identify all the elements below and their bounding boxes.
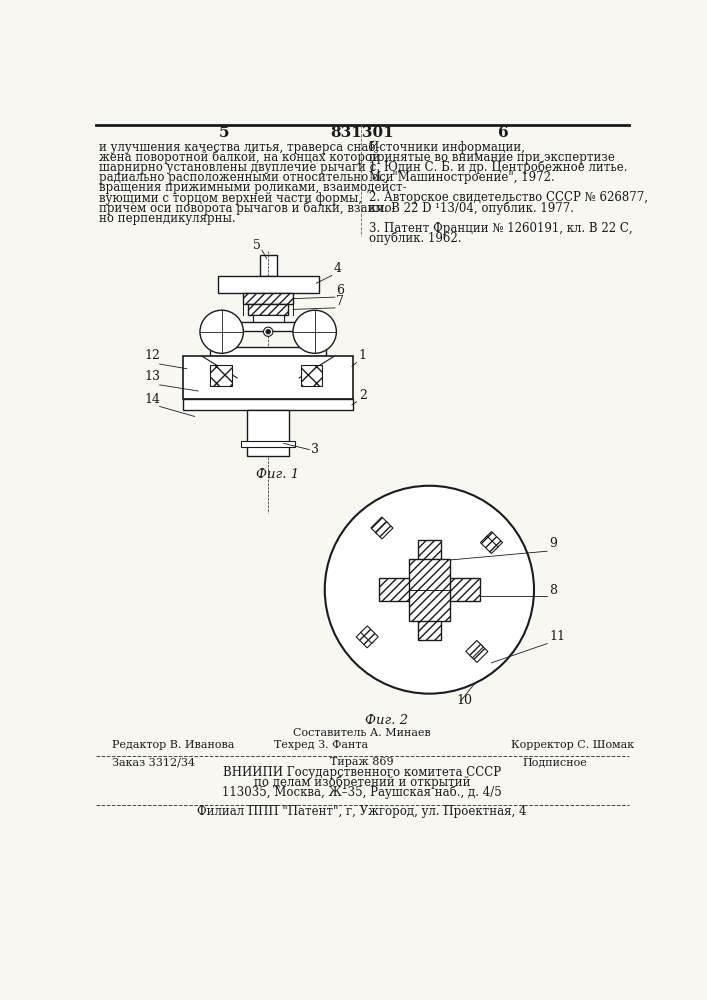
Text: 7: 7 [337, 295, 344, 308]
Text: Редактор В. Иванова: Редактор В. Иванова [112, 740, 234, 750]
Bar [210, 347, 327, 356]
Text: радиально расположенными относительно оси: радиально расположенными относительно ос… [99, 171, 394, 184]
Bar [183, 356, 354, 399]
Text: Заказ 3312/34: Заказ 3312/34 [112, 757, 194, 767]
Bar [356, 630, 374, 648]
Text: 13: 13 [144, 370, 160, 383]
Bar [183, 399, 354, 410]
Text: 12: 12 [144, 349, 160, 362]
Text: Филиал ППП "Патент", г, Ужгород, ул. Проектная, 4: Филиал ППП "Патент", г, Ужгород, ул. Про… [197, 805, 527, 818]
Text: 1. Юдин С. Б. и др. Центробежное литье.: 1. Юдин С. Б. и др. Центробежное литье. [369, 160, 627, 174]
Text: жена поворотной балкой, на концах которой: жена поворотной балкой, на концах которо… [99, 150, 380, 164]
Text: 831301: 831301 [330, 126, 394, 140]
Text: Фиг. 2: Фиг. 2 [366, 714, 409, 727]
Text: причем оси поворота рычагов и балки, взаимо-: причем оси поворота рычагов и балки, вза… [99, 201, 396, 215]
Text: М., "Машиностроение", 1972.: М., "Машиностроение", 1972. [369, 171, 555, 184]
Bar [470, 645, 488, 662]
Bar [379, 578, 480, 601]
Bar [466, 640, 484, 658]
Bar [375, 522, 393, 539]
Text: 9: 9 [549, 537, 557, 550]
Bar [300, 365, 322, 386]
Text: и улучшения качества литья, траверса снаб-: и улучшения качества литья, траверса сна… [99, 140, 380, 154]
Text: 8: 8 [549, 584, 558, 597]
Text: Источники информации,: Источники информации, [369, 141, 525, 154]
Bar [243, 293, 293, 304]
Text: 5: 5 [218, 126, 229, 140]
Text: принятые во внимание при экспертизе: принятые во внимание при экспертизе [369, 151, 615, 164]
Bar [409, 559, 450, 620]
Text: по делам изобретений и открытий: по делам изобретений и открытий [254, 776, 470, 789]
Text: 2. Авторское свидетельство СССР № 626877,: 2. Авторское свидетельство СССР № 626877… [369, 191, 648, 204]
Text: 2: 2 [359, 389, 367, 402]
Bar [241, 441, 296, 447]
Bar [259, 255, 276, 276]
Text: 4: 4 [334, 262, 342, 275]
Bar [210, 322, 327, 331]
Bar [418, 540, 441, 640]
Text: кл. В 22 D ¹13/04, опублик. 1977.: кл. В 22 D ¹13/04, опублик. 1977. [369, 201, 574, 215]
Bar [481, 536, 498, 553]
Text: 11: 11 [549, 630, 566, 643]
Bar [361, 626, 378, 643]
Text: вращения прижимными роликами, взаимодейст-: вращения прижимными роликами, взаимодейс… [99, 181, 407, 194]
Text: шарнирно установлены двуплечие рычаги с: шарнирно установлены двуплечие рычаги с [99, 161, 376, 174]
Bar [252, 315, 284, 323]
Circle shape [200, 310, 243, 353]
Text: 1: 1 [359, 349, 367, 362]
Text: Корректор С. Шомак: Корректор С. Шомак [510, 740, 634, 750]
Bar [485, 532, 503, 549]
Circle shape [266, 329, 271, 334]
Text: 3. Патент Франции № 1260191, кл. В 22 С,: 3. Патент Франции № 1260191, кл. В 22 С, [369, 222, 633, 235]
Text: но перпендикулярны.: но перпендикулярны. [99, 212, 236, 225]
Bar [371, 517, 388, 534]
Text: опублик. 1962.: опублик. 1962. [369, 232, 462, 245]
Bar [218, 276, 319, 293]
Bar [210, 365, 232, 386]
Bar [247, 410, 289, 456]
Text: 14: 14 [144, 393, 160, 406]
Circle shape [325, 486, 534, 694]
Text: 3: 3 [311, 443, 319, 456]
Text: Составитель А. Минаев: Составитель А. Минаев [293, 728, 431, 738]
Text: 6: 6 [498, 126, 508, 140]
Text: 113035, Москва, Ж–35, Раушская наб., д. 4/5: 113035, Москва, Ж–35, Раушская наб., д. … [222, 786, 502, 799]
Text: Тираж 869: Тираж 869 [330, 757, 394, 767]
Text: 10: 10 [457, 694, 472, 707]
Text: ВНИИПИ Государственного комитета СССР: ВНИИПИ Государственного комитета СССР [223, 766, 501, 779]
Text: 5: 5 [252, 239, 260, 252]
Text: вующими с торцом верхней части формы,: вующими с торцом верхней части формы, [99, 192, 362, 205]
Circle shape [264, 327, 273, 336]
Text: Фиг. 1: Фиг. 1 [256, 468, 299, 481]
Bar [248, 304, 288, 315]
Bar [418, 578, 441, 601]
Text: 6: 6 [337, 284, 344, 297]
Text: Подписное: Подписное [522, 757, 587, 767]
Text: Техред З. Фанта: Техред З. Фанта [274, 740, 368, 750]
Circle shape [293, 310, 337, 353]
